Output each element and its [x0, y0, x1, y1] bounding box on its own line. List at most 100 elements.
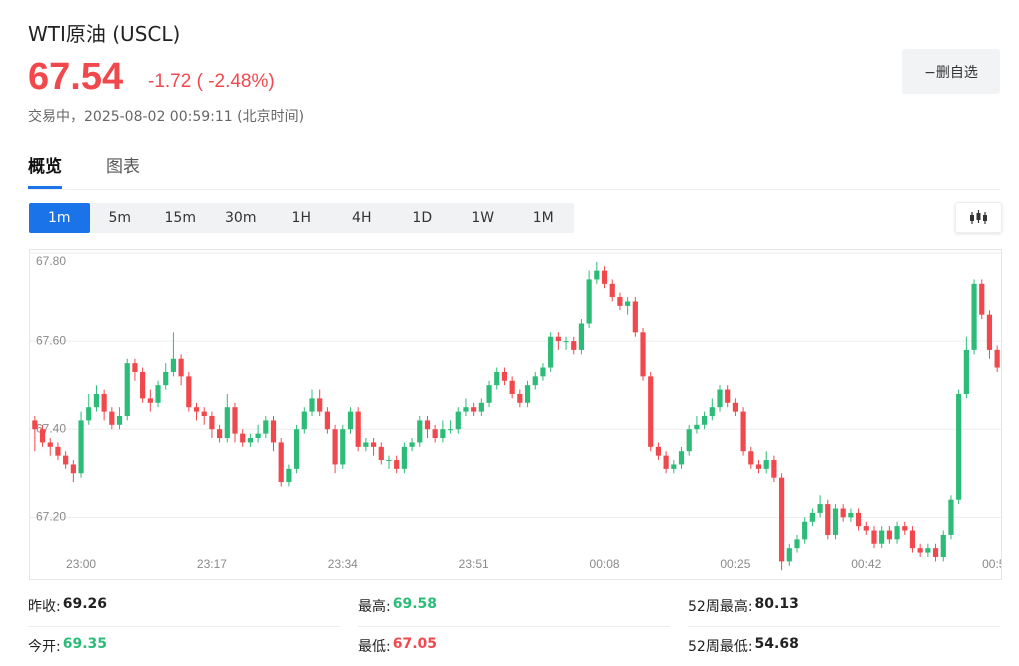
- candle-body: [555, 336, 561, 342]
- stat-value: 69.26: [62, 596, 108, 612]
- candle-body: [778, 477, 785, 562]
- candle-body: [240, 433, 246, 443]
- candle-body: [986, 314, 993, 350]
- candle-body: [317, 398, 323, 412]
- candle-body: [571, 341, 577, 350]
- candle-body: [932, 548, 939, 557]
- candle-body: [948, 499, 954, 535]
- candle-body: [424, 420, 431, 430]
- candle-body: [109, 411, 115, 425]
- interval-button[interactable]: 5m: [108, 210, 132, 226]
- candle-body: [93, 393, 100, 408]
- x-tick-label: 23:51: [459, 557, 489, 571]
- interval-button[interactable]: 30m: [225, 210, 257, 226]
- candle-body: [455, 411, 461, 430]
- candle-body: [594, 270, 600, 280]
- x-tick-label: 23:34: [328, 557, 358, 571]
- candle-body: [440, 429, 446, 439]
- candle-body: [478, 402, 484, 412]
- candle-body: [209, 416, 215, 430]
- y-tick-label: 67.60: [36, 333, 66, 347]
- candle-body: [686, 429, 692, 452]
- stat-label: 最高:: [358, 599, 391, 615]
- candle-body: [640, 332, 646, 377]
- candle-body: [540, 367, 546, 377]
- candle-body: [771, 460, 777, 478]
- x-tick-label: 23:17: [197, 557, 227, 571]
- candle-body: [324, 411, 330, 430]
- candle-body: [509, 380, 515, 394]
- candle-body: [193, 407, 200, 412]
- candle-body: [132, 363, 138, 372]
- stat: 最低: 67.05: [358, 636, 437, 656]
- interval-button[interactable]: 1W: [471, 210, 495, 226]
- interval-button[interactable]: 1H: [291, 210, 311, 226]
- candle-body: [848, 512, 854, 518]
- candle-body: [332, 429, 338, 465]
- candle-body: [909, 530, 916, 549]
- candle-body: [463, 407, 469, 412]
- candle-body: [586, 279, 592, 324]
- tab[interactable]: 概览: [28, 152, 62, 189]
- interval-button[interactable]: 4H: [352, 210, 372, 226]
- candle-body: [832, 508, 839, 535]
- stat: 今开: 69.35: [28, 636, 107, 656]
- candle-body: [855, 512, 862, 527]
- stat: 最高: 69.58: [358, 596, 437, 616]
- candle-body: [902, 526, 908, 531]
- candle-body: [917, 548, 923, 553]
- candle-body: [116, 416, 123, 425]
- title: WTI原油 (USCL): [28, 22, 181, 46]
- candle-body: [963, 349, 969, 394]
- candle-body: [147, 398, 153, 403]
- candle-body: [232, 407, 238, 434]
- interval-button[interactable]: 1M: [532, 210, 554, 226]
- candle-body: [278, 442, 284, 483]
- candle-body: [340, 429, 346, 465]
- candle-body: [971, 283, 977, 350]
- candle-body: [386, 460, 392, 462]
- candle-body: [86, 407, 92, 421]
- interval-button[interactable]: 1m: [29, 203, 90, 233]
- price: 67.54: [28, 56, 124, 98]
- candle-body: [802, 521, 808, 540]
- divider: [358, 626, 670, 627]
- candle-icon: [970, 210, 987, 224]
- candle-body: [702, 416, 708, 425]
- stat-value: 69.35: [62, 636, 108, 652]
- candle-body: [486, 385, 492, 403]
- x-tick-label: 23:00: [66, 557, 96, 571]
- y-tick-label: 67.80: [36, 254, 66, 268]
- stat: 52周最高: 80.13: [688, 596, 799, 616]
- tabs: 概览 图表: [28, 152, 1000, 190]
- candle-body: [63, 455, 69, 465]
- candle-body: [740, 411, 746, 452]
- watch-button[interactable]: −删自选: [902, 49, 1000, 94]
- candle-body: [163, 371, 169, 386]
- candle-body: [894, 526, 900, 540]
- candle-body: [370, 442, 377, 447]
- candle-body: [632, 301, 638, 333]
- candle-body: [409, 442, 415, 447]
- candle-body: [840, 508, 846, 518]
- tab[interactable]: 图表: [106, 157, 140, 177]
- candle-body: [355, 411, 361, 447]
- candle-body: [494, 371, 500, 386]
- candle-body: [417, 420, 423, 443]
- candle-body: [178, 358, 184, 377]
- x-tick-label: 00:42: [851, 557, 881, 571]
- divider: [28, 626, 340, 627]
- candle-body: [186, 376, 192, 408]
- chart: 67.20 67.40 67.60 67.80 23:00 23:17 23:34 23:51…: [29, 249, 1002, 580]
- x-tick-label: 00:25: [720, 557, 750, 571]
- candle-body: [263, 420, 269, 434]
- interval-button[interactable]: 1D: [412, 210, 433, 226]
- candle-body: [925, 548, 931, 553]
- candle-body: [956, 393, 962, 500]
- stat-label: 今开:: [28, 639, 61, 655]
- stat-label: 52周最低:: [688, 639, 753, 655]
- candle-body: [625, 301, 631, 306]
- chart-type-button[interactable]: [955, 202, 1002, 233]
- interval-button[interactable]: 15m: [164, 210, 196, 226]
- candle-body: [70, 464, 76, 474]
